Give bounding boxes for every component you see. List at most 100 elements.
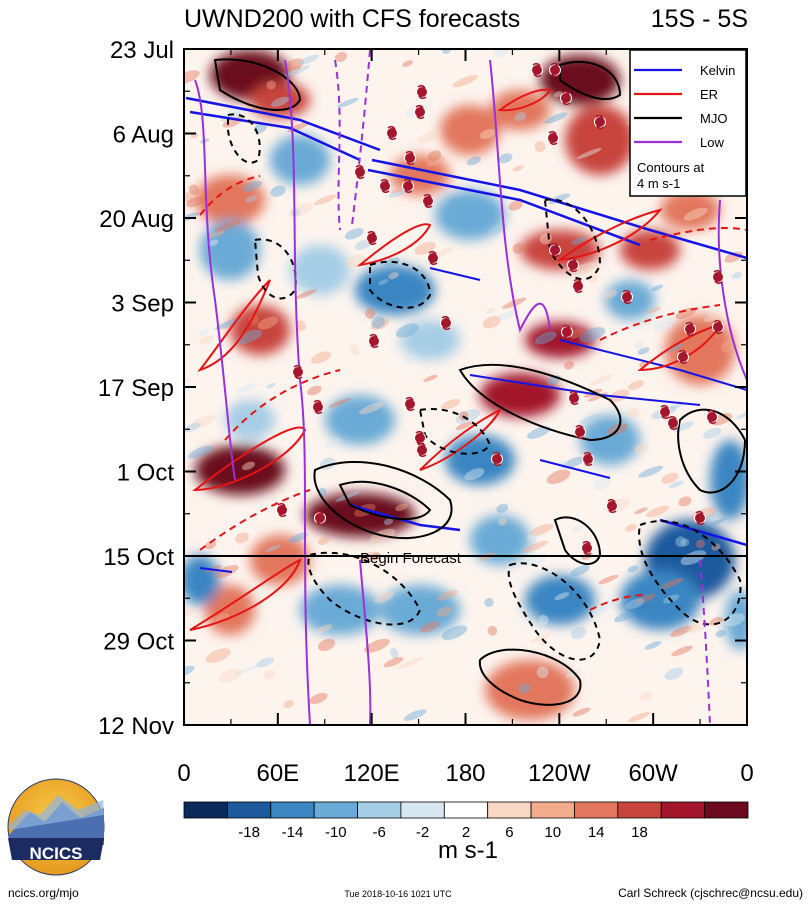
- anomaly-speckle: [310, 351, 332, 364]
- y-tick-label: 23 Jul: [110, 37, 174, 64]
- anomaly-speckle: [664, 343, 684, 353]
- legend-label: Low: [700, 135, 724, 150]
- tropical-cyclone-icon: [414, 430, 426, 446]
- anomaly-speckle: [205, 540, 217, 549]
- colorbar-swatch: [183, 801, 228, 819]
- mjo-contour: [338, 480, 432, 521]
- kelvin-contour: [367, 168, 641, 247]
- anomaly-speckle: [675, 536, 687, 548]
- low-frequency-contour: [717, 199, 747, 381]
- anomaly-speckle: [659, 578, 684, 589]
- anomaly-speckle: [639, 692, 653, 701]
- tropical-cyclone-icon: [706, 409, 718, 425]
- logo-band: [8, 838, 104, 860]
- anomaly-patch: [325, 395, 395, 445]
- anomaly-speckle: [680, 538, 690, 547]
- anomaly-speckle: [419, 621, 440, 633]
- anomaly-speckle: [482, 315, 501, 329]
- x-tick-label: 0: [177, 760, 190, 787]
- anomaly-speckle: [395, 503, 408, 512]
- anomaly-speckle: [668, 480, 684, 489]
- anomaly-speckle: [680, 550, 707, 566]
- logo-mountains-back: [9, 795, 104, 830]
- anomaly-speckle: [603, 289, 617, 299]
- tropical-cyclone-icon: [677, 349, 689, 365]
- anomaly-patch: [620, 570, 700, 630]
- colorbar-swatch: [660, 801, 706, 819]
- anomaly-speckle: [695, 539, 706, 549]
- anomaly-speckle: [724, 613, 746, 627]
- anomaly-speckle: [703, 427, 722, 439]
- anomaly-speckle: [598, 597, 622, 611]
- anomaly-speckle: [288, 532, 309, 543]
- tropical-cyclone-icon: [712, 269, 724, 285]
- anomaly-patch: [435, 190, 505, 240]
- tropical-cyclone-icon: [276, 502, 288, 518]
- tropical-cyclone-icon: [594, 114, 606, 130]
- anomaly-patch: [565, 105, 635, 175]
- anomaly-speckle: [563, 361, 575, 370]
- anomaly-speckle: [350, 344, 359, 356]
- anomaly-patch: [620, 230, 680, 270]
- y-axis: 23 Jul 6 Aug 20 Aug 3 Sep 17 Sep 1 Oct 15 Oct 2…: [98, 37, 747, 740]
- colorbar-swatch: [574, 801, 619, 819]
- anomaly-speckle: [703, 312, 723, 323]
- colorbar-label: -6: [373, 824, 386, 841]
- colorbar-unit-label: m s-1: [438, 837, 498, 864]
- low-frequency-contour: [284, 59, 311, 725]
- anomaly-speckle: [522, 540, 549, 553]
- anomaly-speckle: [298, 54, 319, 65]
- anomaly-speckle: [678, 496, 692, 507]
- anomaly-speckle: [634, 340, 644, 350]
- anomaly-speckle: [455, 421, 473, 430]
- legend-label: Kelvin: [700, 63, 735, 78]
- mjo-contour: [559, 60, 622, 100]
- anomaly-speckle: [208, 239, 219, 247]
- anomaly-speckle: [335, 491, 361, 502]
- x-tick-label: 60W: [628, 760, 678, 787]
- anomaly-speckle: [284, 65, 311, 77]
- kelvin-contour: [199, 567, 233, 573]
- tropical-cyclone-markers: [276, 62, 724, 556]
- tropical-cyclone-icon: [712, 319, 724, 335]
- legend-box: [629, 49, 747, 197]
- low-frequency-contour: [489, 59, 551, 333]
- anomaly-speckle: [627, 711, 650, 723]
- anomaly-patch: [195, 175, 265, 225]
- anomaly-patch: [440, 105, 500, 155]
- anomaly-patch: [710, 440, 747, 520]
- anomaly-speckle: [234, 665, 259, 676]
- anomaly-speckle: [437, 589, 458, 601]
- x-tick-label: 120E: [344, 760, 400, 787]
- anomaly-speckle: [188, 445, 213, 459]
- anomaly-speckle: [214, 318, 241, 330]
- anomaly-speckle: [518, 695, 540, 708]
- anomaly-speckle: [651, 284, 664, 292]
- anomaly-speckle: [236, 329, 263, 345]
- tropical-cyclone-icon: [414, 104, 426, 120]
- colorbar-swatch: [617, 801, 662, 819]
- er-contour: [356, 223, 432, 267]
- low-frequency-contour: [699, 559, 711, 725]
- colorbar-label: -18: [238, 824, 260, 841]
- kelvin-contour: [349, 503, 461, 532]
- anomaly-speckle: [579, 327, 606, 343]
- tropical-cyclone-icon: [314, 510, 326, 526]
- anomaly-speckle: [295, 289, 317, 300]
- anomaly-speckle: [237, 382, 258, 393]
- anomaly-speckle: [661, 472, 679, 484]
- mjo-contour: [213, 58, 302, 112]
- er-contour: [197, 279, 271, 372]
- anomaly-speckle: [383, 518, 394, 526]
- y-tick-label: 29 Oct: [103, 629, 174, 656]
- anomaly-speckle: [704, 512, 721, 521]
- anomaly-speckle: [266, 80, 277, 90]
- anomaly-patch: [305, 493, 415, 537]
- legend: Kelvin ER MJO Low Contours at 4 m s-1: [629, 49, 747, 197]
- anomaly-speckle: [625, 524, 637, 532]
- colorbar-label: 6: [505, 824, 513, 841]
- anomaly-speckle: [486, 307, 496, 314]
- anomaly-speckle: [209, 229, 225, 238]
- tropical-cyclone-icon: [386, 125, 398, 141]
- tropical-cyclone-icon: [694, 510, 706, 526]
